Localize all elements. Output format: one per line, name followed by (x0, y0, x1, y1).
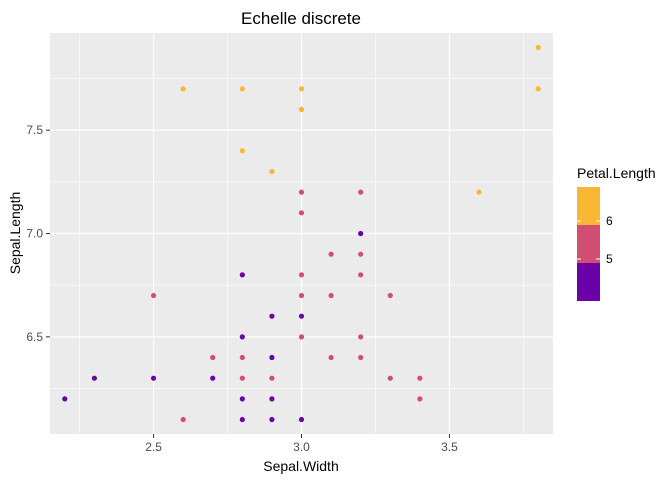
data-point (210, 375, 216, 381)
data-point (269, 313, 275, 319)
data-point (298, 292, 305, 299)
data-point (417, 396, 423, 402)
data-point (358, 354, 364, 361)
data-point (269, 168, 275, 175)
data-point (180, 86, 186, 92)
data-point (239, 334, 245, 340)
data-point (328, 354, 334, 361)
data-point (476, 189, 482, 195)
data-point (358, 230, 364, 237)
data-point (239, 86, 245, 92)
x-axis: 2.5 3.0 3.5 (145, 434, 458, 454)
data-point (269, 354, 275, 361)
y-axis-title: Sepal.Length (7, 192, 23, 275)
legend-color-segment (577, 187, 600, 225)
data-point (239, 354, 245, 361)
legend-labels: 65 (577, 214, 613, 266)
data-point (298, 86, 305, 92)
data-point (239, 396, 245, 402)
legend-color-segment (577, 263, 600, 301)
y-tick-label: 7.5 (26, 123, 43, 137)
major-gridlines (50, 33, 553, 434)
data-point (328, 292, 334, 299)
y-tick-label: 6.5 (26, 330, 43, 344)
data-point (417, 375, 423, 381)
data-point (358, 334, 364, 340)
data-point (298, 272, 305, 278)
data-point (298, 334, 305, 340)
x-tick-label: 2.5 (145, 440, 162, 454)
data-point (269, 416, 275, 423)
y-tick-label: 7.0 (26, 227, 43, 241)
data-point (358, 272, 364, 278)
data-point (387, 375, 393, 381)
legend-colorbar (577, 187, 600, 301)
data-point (535, 44, 541, 51)
data-point (269, 375, 275, 381)
data-point (150, 292, 157, 299)
data-point (298, 210, 305, 216)
data-point (239, 375, 245, 381)
data-point (387, 292, 393, 299)
legend-label: 5 (606, 252, 613, 266)
data-point (269, 396, 275, 402)
data-point (298, 106, 305, 113)
data-point (239, 148, 245, 154)
data-points (62, 44, 541, 423)
data-point (535, 86, 541, 92)
data-point (358, 251, 364, 257)
data-point (298, 313, 305, 319)
chart-title: Echelle discrete (241, 9, 361, 28)
data-point (239, 272, 245, 278)
legend-label: 6 (606, 214, 613, 228)
data-point (210, 354, 216, 361)
x-tick-label: 3.0 (293, 440, 310, 454)
x-axis-title: Sepal.Width (263, 458, 338, 474)
x-tick-label: 3.5 (441, 440, 458, 454)
legend-color-segment (577, 225, 600, 263)
data-point (239, 416, 245, 423)
data-point (328, 251, 334, 257)
data-point (62, 396, 68, 402)
data-point (150, 375, 157, 381)
legend: Petal.Length 65 (577, 165, 656, 301)
data-point (298, 416, 305, 423)
data-point (91, 375, 97, 381)
data-point (358, 189, 364, 195)
data-point (298, 189, 305, 195)
y-axis: 6.5 7.0 7.5 (26, 123, 50, 344)
legend-title: Petal.Length (577, 165, 656, 181)
data-point (180, 416, 186, 423)
